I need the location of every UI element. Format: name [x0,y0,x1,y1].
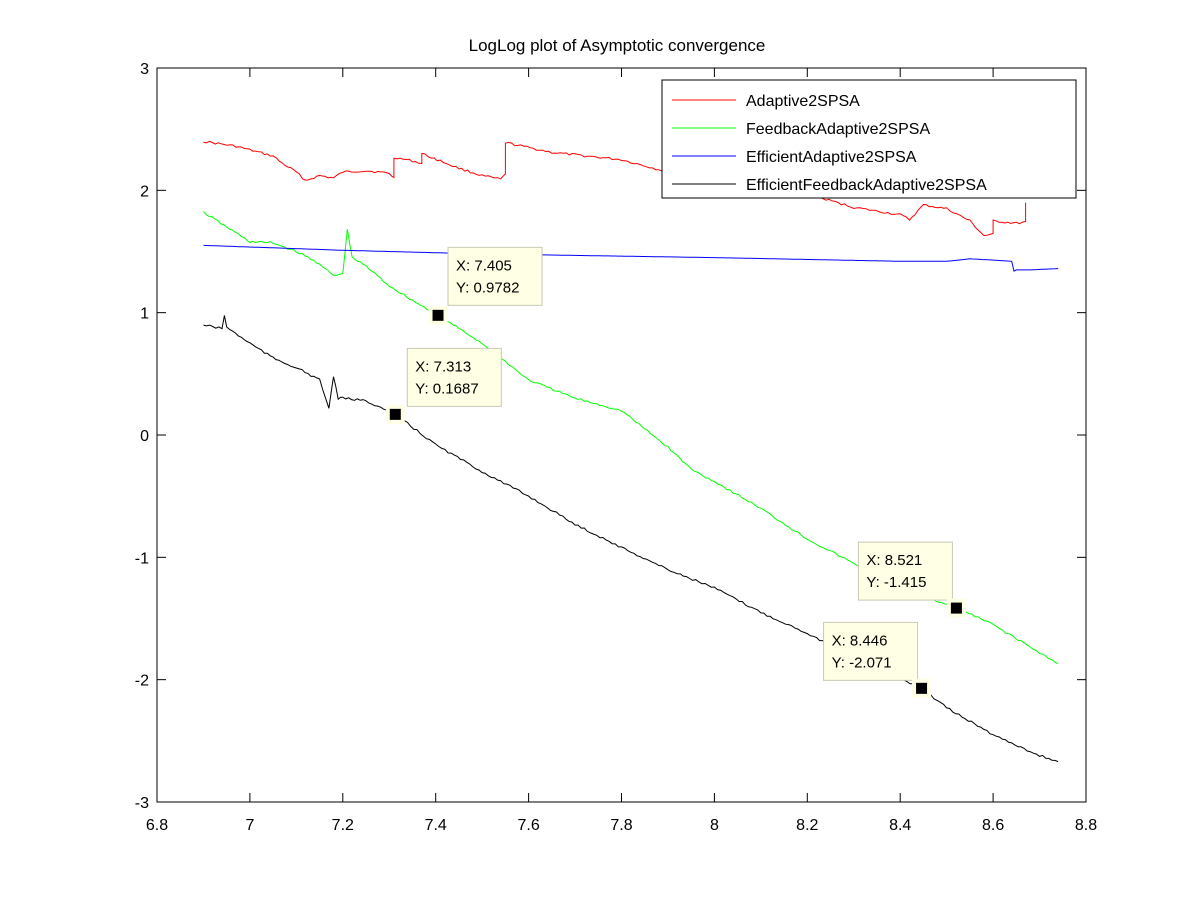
datatip-marker [432,309,444,321]
x-tick-label: 8.8 [1075,817,1097,834]
x-tick-label: 8.4 [889,817,911,834]
y-tick-label: 3 [140,61,149,78]
y-tick-label: 2 [140,183,149,200]
datatip-y-label: Y: -1.415 [866,574,926,591]
series-line-Adaptive2SPSA [203,140,1027,237]
datatip-x-label: X: 8.446 [832,632,888,649]
y-tick-label: -1 [135,550,149,567]
x-tick-label: 6.8 [146,817,168,834]
datatip-y-label: Y: 0.1687 [415,380,478,397]
datatip-box [406,347,502,407]
legend-label: EfficientFeedbackAdaptive2SPSA [746,177,987,194]
datatip-marker [916,682,928,694]
x-tick-label: 7.2 [332,817,354,834]
y-tick-label: 0 [140,428,149,445]
x-tick-label: 7.4 [425,817,447,834]
datatip-y-label: Y: -2.071 [832,654,892,671]
datatip: X: 8.446 Y: -2.071 [823,621,932,698]
x-tick-label: 7 [245,817,254,834]
x-tick-label: 8 [710,817,719,834]
datatip-x-label: X: 8.521 [866,552,922,569]
legend-label: FeedbackAdaptive2SPSA [746,121,930,138]
y-tick-label: -2 [135,673,149,690]
y-axis-ticks: -3 -2 -1 0 1 2 3 [135,61,1086,812]
datatip-y-label: Y: 0.9782 [456,279,519,296]
series-line-EfficientAdaptive2SPSA [203,244,1059,272]
datatip-box [823,621,919,681]
datatip: X: 7.313 Y: 0.1687 [385,347,502,424]
y-tick-label: -3 [135,795,149,812]
y-tick-label: 1 [140,306,149,323]
x-tick-label: 7.6 [517,817,539,834]
x-tick-label: 8.6 [982,817,1004,834]
x-tick-label: 8.2 [796,817,818,834]
x-axis-ticks: 6.8 7 7.2 7.4 7.6 7.8 8 8.2 8.4 8.6 8.8 [146,68,1097,834]
datatip-box [447,246,543,306]
datatip-x-label: X: 7.405 [456,257,512,274]
datatips: X: 7.405 Y: 0.9782 X: 7.313 Y: 0.1687 X: 8.5… [385,246,966,698]
datatip: X: 7.405 Y: 0.9782 [428,246,543,325]
x-tick-label: 7.8 [610,817,632,834]
datatip-marker [389,408,401,420]
datatip-x-label: X: 7.313 [415,358,471,375]
legend-label: EfficientAdaptive2SPSA [746,149,917,166]
chart-title: LogLog plot of Asymptotic convergence [469,36,766,55]
legend: Adaptive2SPSA FeedbackAdaptive2SPSA Effici… [661,79,1077,199]
datatip-marker [950,602,962,614]
datatip-box [857,541,953,601]
datatip: X: 8.521 Y: -1.415 [857,541,966,618]
legend-label: Adaptive2SPSA [746,93,860,110]
